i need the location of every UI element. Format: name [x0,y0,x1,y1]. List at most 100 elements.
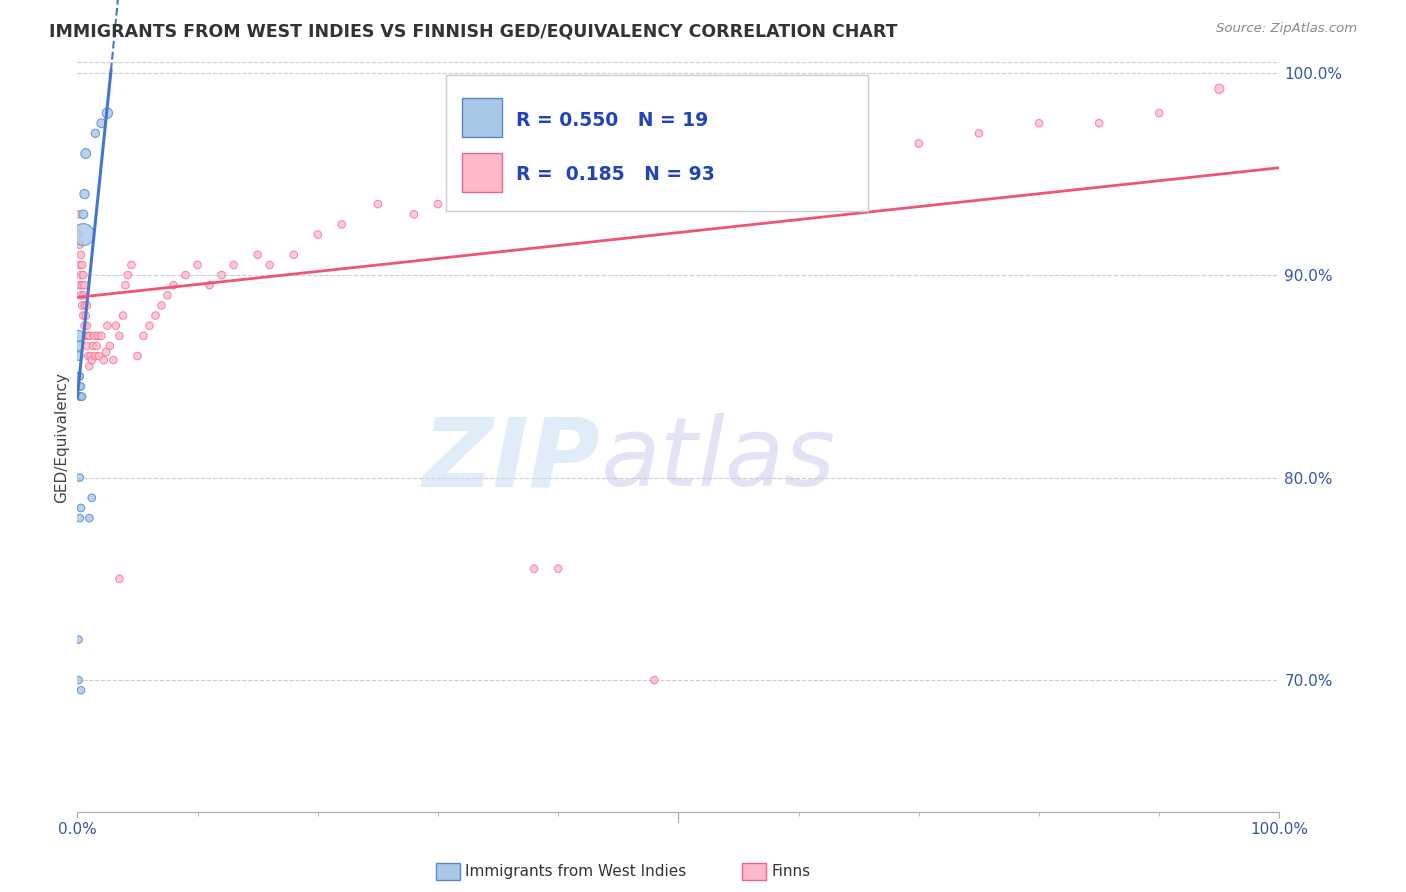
Point [96,106,118,120]
Point [73,187,96,202]
Point [84,349,107,363]
Point [69,258,91,272]
Point [96,318,118,333]
Point [69,470,91,484]
Point [67,369,90,384]
Text: ZIP: ZIP [422,413,600,506]
Point [73,298,96,312]
Point [114,278,136,293]
Point [90,116,112,130]
Point [848,146,870,161]
Text: Source: ZipAtlas.com: Source: ZipAtlas.com [1216,22,1357,36]
Point [67,349,90,363]
Point [259,258,281,272]
Point [70,390,93,404]
Point [174,268,197,282]
Text: R = 0.550   N = 19: R = 0.550 N = 19 [516,111,709,129]
Point [76,339,98,353]
Text: R =  0.185   N = 93: R = 0.185 N = 93 [516,165,716,185]
Text: atlas: atlas [600,413,835,506]
Point [67,227,90,242]
Text: Immigrants from West Indies: Immigrants from West Indies [465,864,686,879]
Point [727,177,749,191]
Point [75,328,97,343]
Point [69,390,91,404]
Point [70,390,93,404]
Point [79,359,101,374]
Point [67,632,90,647]
Point [1208,82,1230,96]
Point [402,207,425,221]
FancyBboxPatch shape [446,75,869,211]
Point [138,318,160,333]
Point [67,673,90,687]
Point [104,318,127,333]
Point [162,278,184,293]
Point [523,562,546,576]
Point [103,353,125,368]
Point [246,248,269,262]
Point [96,345,118,359]
Point [132,328,155,343]
Point [108,572,131,586]
Point [70,258,93,272]
Point [67,328,90,343]
Point [108,328,131,343]
Point [90,328,112,343]
Text: Finns: Finns [772,864,811,879]
Point [668,157,690,171]
Point [643,673,665,687]
Point [186,258,209,272]
Point [72,288,94,302]
Point [156,288,179,302]
Point [83,328,105,343]
Point [84,126,107,140]
Point [86,339,108,353]
Point [117,268,139,282]
Text: IMMIGRANTS FROM WEST INDIES VS FINNISH GED/EQUIVALENCY CORRELATION CHART: IMMIGRANTS FROM WEST INDIES VS FINNISH G… [49,22,897,40]
FancyBboxPatch shape [463,153,502,192]
Point [1088,116,1111,130]
Point [70,298,93,312]
Point [69,511,91,525]
Point [93,353,115,368]
Point [70,500,93,515]
Point [80,353,103,368]
Point [73,318,96,333]
Point [70,248,93,262]
Point [75,146,97,161]
Point [70,278,93,293]
Point [198,278,221,293]
Y-axis label: GED/Equivalency: GED/Equivalency [53,372,69,502]
Point [67,207,90,221]
Point [1028,116,1050,130]
Point [111,309,134,323]
Point [69,369,91,384]
Point [69,237,91,252]
Point [72,207,94,221]
Point [127,349,149,363]
Point [77,328,100,343]
Point [307,227,329,242]
Point [967,126,990,140]
Point [486,187,509,202]
Point [69,379,91,393]
Point [367,197,389,211]
Point [70,268,93,282]
Point [70,683,93,698]
Point [607,167,630,181]
Point [222,258,245,272]
Point [98,339,121,353]
FancyBboxPatch shape [463,98,502,137]
Point [76,318,98,333]
Point [82,339,104,353]
Point [330,218,353,232]
Point [787,157,810,171]
Point [120,258,142,272]
Point [79,349,101,363]
Point [69,278,91,293]
Point [908,136,931,151]
Point [283,248,305,262]
Point [72,309,94,323]
Point [150,298,173,312]
